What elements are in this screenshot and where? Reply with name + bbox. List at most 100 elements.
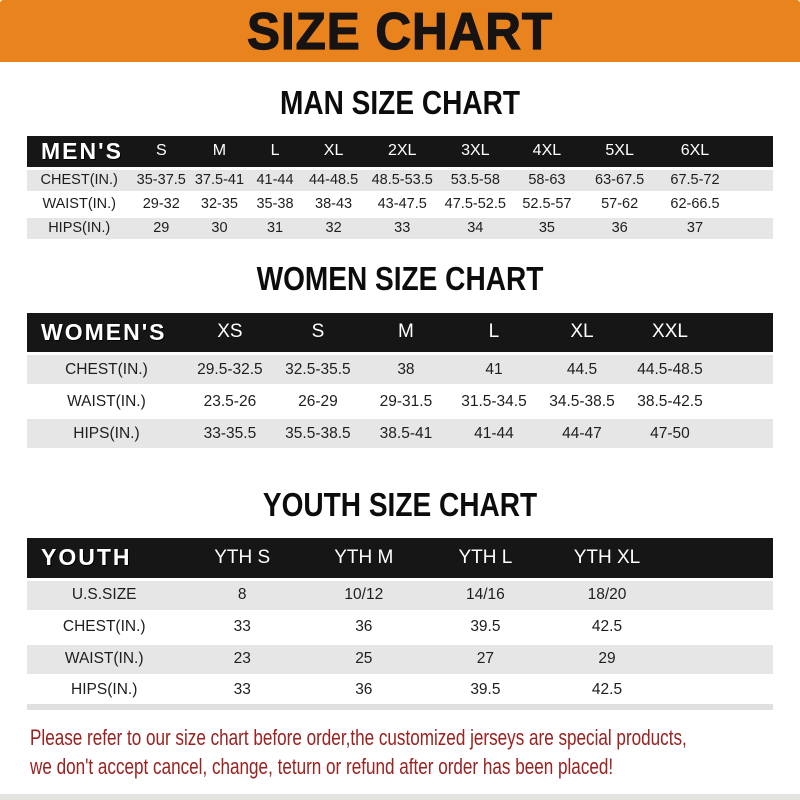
women-col-s: S xyxy=(273,312,362,354)
value-cell: 10/12 xyxy=(303,577,425,613)
row-label: HIPS(IN.) xyxy=(27,214,132,242)
value-cell: 29 xyxy=(131,214,192,242)
value-cell: 31.5-34.5 xyxy=(449,384,538,419)
value-cell: 27 xyxy=(424,641,547,677)
value-cell: 67.5-72 xyxy=(656,166,734,194)
men-size-table: MEN'S S M L XL 2XL 3XL 4XL 5XL 6XL CHEST(IN.) 35-37… xyxy=(27,136,773,242)
value-cell: 33 xyxy=(364,214,440,242)
value-cell: 33 xyxy=(181,609,304,645)
value-cell: 18/20 xyxy=(546,577,668,613)
value-cell: 30 xyxy=(191,214,248,242)
value-cell: 31 xyxy=(247,214,303,242)
filler-cell xyxy=(667,641,773,677)
value-cell: 34 xyxy=(439,214,512,242)
value-cell: 23 xyxy=(181,641,304,677)
value-cell: 36 xyxy=(303,673,425,709)
row-label: U.S.SIZE xyxy=(27,577,182,613)
men-header-filler xyxy=(733,136,773,168)
filler-cell xyxy=(714,416,773,451)
men-header-label: MEN'S xyxy=(27,136,132,168)
men-col-s: S xyxy=(131,136,192,168)
section-women: WOMEN SIZE CHART WOMEN'S XS S M L XL XXL CHEST(… xyxy=(0,259,800,451)
men-col-6xl: 6XL xyxy=(656,136,734,168)
women-col-m: M xyxy=(361,312,450,354)
women-col-xxl: XXL xyxy=(625,312,714,354)
row-label: CHEST(IN.) xyxy=(27,609,182,645)
youth-row-chest-in-: CHEST(IN.) 33 36 39.5 42.5 xyxy=(27,609,773,645)
value-cell: 37.5-41 xyxy=(191,166,248,194)
value-cell: 32-35 xyxy=(191,190,248,218)
value-cell: 37 xyxy=(656,214,734,242)
value-cell: 35-37.5 xyxy=(131,166,192,194)
value-cell: 39.5 xyxy=(424,673,547,709)
value-cell: 25 xyxy=(303,641,425,677)
value-cell: 32 xyxy=(302,214,365,242)
value-cell: 35 xyxy=(511,214,583,242)
value-cell: 48.5-53.5 xyxy=(364,166,440,194)
value-cell: 36 xyxy=(303,609,425,645)
value-cell: 47-50 xyxy=(625,416,714,451)
women-row-waist-in-: WAIST(IN.) 23.5-26 26-29 29-31.5 31.5-34.5 34… xyxy=(27,384,773,419)
section-youth: YOUTH SIZE CHART YOUTH YTH S YTH M YTH L YTH… xyxy=(0,488,800,710)
women-col-l: L xyxy=(449,312,538,354)
youth-col-yth-xl: YTH XL xyxy=(546,538,668,579)
men-col-3xl: 3XL xyxy=(439,136,512,168)
youth-col-yth-s: YTH S xyxy=(181,538,304,579)
value-cell: 35.5-38.5 xyxy=(273,416,362,451)
value-cell: 38-43 xyxy=(302,190,365,218)
value-cell: 34.5-38.5 xyxy=(537,384,626,419)
youth-header-row: YOUTH YTH S YTH M YTH L YTH XL xyxy=(27,538,773,579)
men-col-2xl: 2XL xyxy=(364,136,440,168)
women-header-filler xyxy=(714,312,773,354)
value-cell: 44-47 xyxy=(537,416,626,451)
women-size-table: WOMEN'S XS S M L XL XXL CHEST(IN.) 29.5-32.5 32.5… xyxy=(27,312,773,451)
men-row-chest-in-: CHEST(IN.) 35-37.5 37.5-41 41-44 44-48.5 48.5… xyxy=(27,166,773,194)
youth-row-hips-in-: HIPS(IN.) 33 36 39.5 42.5 xyxy=(27,673,773,709)
value-cell: 39.5 xyxy=(424,609,547,645)
value-cell: 43-47.5 xyxy=(364,190,440,218)
row-label: WAIST(IN.) xyxy=(27,190,132,218)
note-line-2: we don't accept cancel, change, teturn o… xyxy=(30,754,614,779)
row-label: WAIST(IN.) xyxy=(27,384,186,419)
value-cell: 33 xyxy=(181,673,304,709)
value-cell: 29 xyxy=(546,641,668,677)
filler-cell xyxy=(667,609,773,645)
value-cell: 29-31.5 xyxy=(361,384,450,419)
value-cell: 47.5-52.5 xyxy=(439,190,512,218)
value-cell: 35-38 xyxy=(247,190,303,218)
value-cell: 44.5-48.5 xyxy=(625,352,714,387)
row-label: CHEST(IN.) xyxy=(27,352,186,387)
value-cell: 23.5-26 xyxy=(185,384,274,419)
row-label: CHEST(IN.) xyxy=(27,166,132,194)
value-cell: 36 xyxy=(582,214,657,242)
value-cell: 38 xyxy=(361,352,450,387)
value-cell: 44.5 xyxy=(537,352,626,387)
value-cell: 62-66.5 xyxy=(656,190,734,218)
youth-col-yth-l: YTH L xyxy=(424,538,547,579)
youth-col-yth-m: YTH M xyxy=(303,538,425,579)
men-col-m: M xyxy=(191,136,248,168)
value-cell: 38.5-42.5 xyxy=(625,384,714,419)
women-row-chest-in-: CHEST(IN.) 29.5-32.5 32.5-35.5 38 41 44.5 44.5… xyxy=(27,352,773,387)
men-col-4xl: 4XL xyxy=(511,136,583,168)
value-cell: 58-63 xyxy=(511,166,583,194)
filler-cell xyxy=(733,166,773,194)
bottom-edge-strip xyxy=(0,794,800,800)
value-cell: 38.5-41 xyxy=(361,416,450,451)
filler-cell xyxy=(714,384,773,419)
value-cell: 14/16 xyxy=(424,577,547,613)
value-cell: 41-44 xyxy=(247,166,303,194)
men-col-l: L xyxy=(247,136,303,168)
value-cell: 41 xyxy=(449,352,538,387)
value-cell: 32.5-35.5 xyxy=(273,352,362,387)
women-heading: WOMEN SIZE CHART xyxy=(256,259,544,297)
youth-header-label: YOUTH xyxy=(27,538,182,579)
men-heading: MAN SIZE CHART xyxy=(280,84,520,121)
youth-row-u-s-size: U.S.SIZE 8 10/12 14/16 18/20 xyxy=(27,577,773,613)
women-header-label: WOMEN'S xyxy=(27,312,186,354)
men-row-hips-in-: HIPS(IN.) 29 30 31 32 33 34 35 36 37 xyxy=(27,214,773,242)
value-cell: 42.5 xyxy=(546,673,668,709)
value-cell: 63-67.5 xyxy=(582,166,657,194)
value-cell: 52.5-57 xyxy=(511,190,583,218)
